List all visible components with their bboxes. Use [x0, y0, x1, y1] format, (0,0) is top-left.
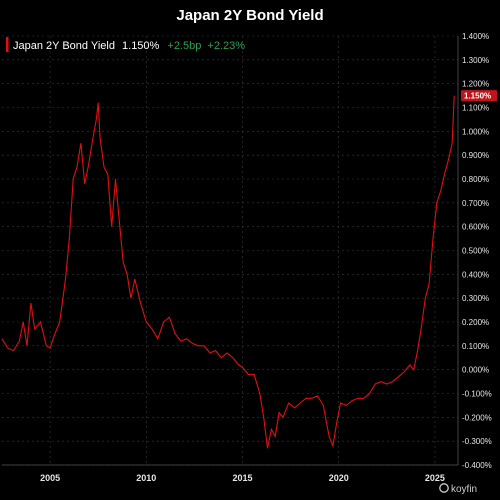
y-tick-label: 0.800% — [462, 175, 489, 184]
y-tick-label: 0.400% — [462, 270, 489, 279]
x-tick-label: 2025 — [425, 473, 445, 483]
x-tick-label: 2005 — [40, 473, 60, 483]
legend-marker — [6, 37, 9, 52]
y-tick-label: -0.100% — [462, 390, 492, 399]
legend: Japan 2Y Bond Yield 1.150% +2.5bp +2.23% — [13, 40, 245, 52]
y-tick-label: 0.600% — [462, 223, 489, 232]
koyfin-logo: koyfin — [439, 483, 477, 495]
y-tick-label: 0.200% — [462, 318, 489, 327]
y-tick-label: 0.100% — [462, 342, 489, 351]
y-tick-label: 1.300% — [462, 56, 489, 65]
y-tick-label: 1.000% — [462, 127, 489, 136]
x-tick-label: 2010 — [136, 473, 156, 483]
legend-change-bp: +2.5bp — [167, 40, 201, 52]
legend-change-pct: +2.23% — [207, 40, 245, 52]
y-tick-label: -0.300% — [462, 437, 492, 446]
y-tick-label: 0.500% — [462, 247, 489, 256]
y-tick-label: 0.900% — [462, 151, 489, 160]
x-axis: 2005 2010 2015 2020 2025 — [40, 473, 445, 483]
y-tick-label: 0.700% — [462, 199, 489, 208]
last-value-badge-label: 1.150% — [464, 92, 491, 101]
koyfin-logo-icon — [439, 483, 449, 493]
y-tick-label: 1.400% — [462, 32, 489, 41]
grid — [2, 35, 459, 466]
y-tick-label: -0.200% — [462, 413, 492, 422]
y-tick-label: 1.100% — [462, 104, 489, 113]
y-tick-label: -0.400% — [462, 461, 492, 470]
last-value-badge — [461, 90, 497, 102]
x-tick-label: 2020 — [329, 473, 349, 483]
legend-last-value: 1.150% — [122, 40, 160, 52]
chart-title: Japan 2Y Bond Yield — [176, 7, 324, 24]
y-tick-label: 1.200% — [462, 80, 489, 89]
legend-series-name: Japan 2Y Bond Yield — [13, 40, 115, 52]
watermark-text: koyfin — [451, 484, 477, 495]
y-axis: 1.400% 1.300% 1.200% 1.100% 1.000% 0.900% 0.80… — [462, 32, 492, 470]
series-line-japan-2y — [1, 95, 455, 449]
y-tick-label: 0.300% — [462, 294, 489, 303]
x-tick-label: 2015 — [232, 473, 252, 483]
y-tick-label: 0.000% — [462, 366, 489, 375]
